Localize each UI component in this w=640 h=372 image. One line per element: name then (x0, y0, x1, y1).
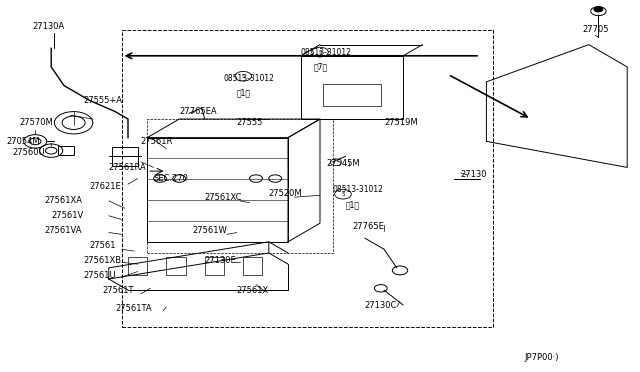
Text: 27561X: 27561X (237, 286, 269, 295)
Text: JP7P00·): JP7P00·) (525, 353, 559, 362)
Text: 27765EA: 27765EA (179, 107, 217, 116)
Text: 08513-31012: 08513-31012 (333, 185, 383, 194)
Text: 27561TA: 27561TA (115, 304, 152, 313)
Text: 27561V: 27561V (51, 211, 83, 220)
Bar (122, 30, 493, 327)
Text: 08513-31012: 08513-31012 (224, 74, 275, 83)
Text: 27545M: 27545M (326, 159, 360, 168)
Text: SEC.270: SEC.270 (154, 174, 188, 183)
Text: 27561R: 27561R (141, 137, 173, 146)
Text: 27561VA: 27561VA (45, 226, 83, 235)
Text: 27561XA: 27561XA (45, 196, 83, 205)
Text: S: S (241, 74, 245, 79)
Text: 27705: 27705 (582, 25, 609, 34)
Bar (166, 257, 186, 275)
Text: 27555+A: 27555+A (83, 96, 122, 105)
Bar (128, 257, 147, 275)
Text: 27621E: 27621E (90, 182, 122, 190)
Text: （1）: （1） (346, 200, 360, 209)
Text: 08513-31012: 08513-31012 (301, 48, 351, 57)
Text: 27130C: 27130C (365, 301, 397, 310)
Text: 27561: 27561 (90, 241, 116, 250)
Text: S: S (318, 49, 322, 55)
Text: 27560U: 27560U (13, 148, 45, 157)
Text: （7）: （7） (314, 62, 328, 71)
Text: 27765E: 27765E (352, 222, 384, 231)
Text: 27561T: 27561T (102, 286, 134, 295)
Bar (205, 257, 224, 275)
Bar (112, 147, 138, 166)
Bar (323, 84, 381, 106)
Text: 27519M: 27519M (384, 118, 418, 127)
Text: 27130: 27130 (461, 170, 487, 179)
Circle shape (594, 7, 603, 12)
Bar (58, 146, 74, 155)
Text: 27130A: 27130A (32, 22, 64, 31)
Text: S: S (341, 192, 345, 197)
Text: 27561XC: 27561XC (205, 193, 243, 202)
Text: 27520M: 27520M (269, 189, 303, 198)
Text: 27561W: 27561W (192, 226, 227, 235)
Text: 27054M: 27054M (6, 137, 40, 146)
Text: 27561RA: 27561RA (109, 163, 147, 172)
Text: 27130E: 27130E (205, 256, 237, 265)
Text: 27561U: 27561U (83, 271, 116, 280)
Text: 27561XB: 27561XB (83, 256, 122, 265)
Text: 27570M: 27570M (19, 118, 53, 127)
Bar (243, 257, 262, 275)
Bar (147, 138, 288, 242)
Text: （1）: （1） (237, 89, 251, 97)
Text: 27555: 27555 (237, 118, 263, 127)
